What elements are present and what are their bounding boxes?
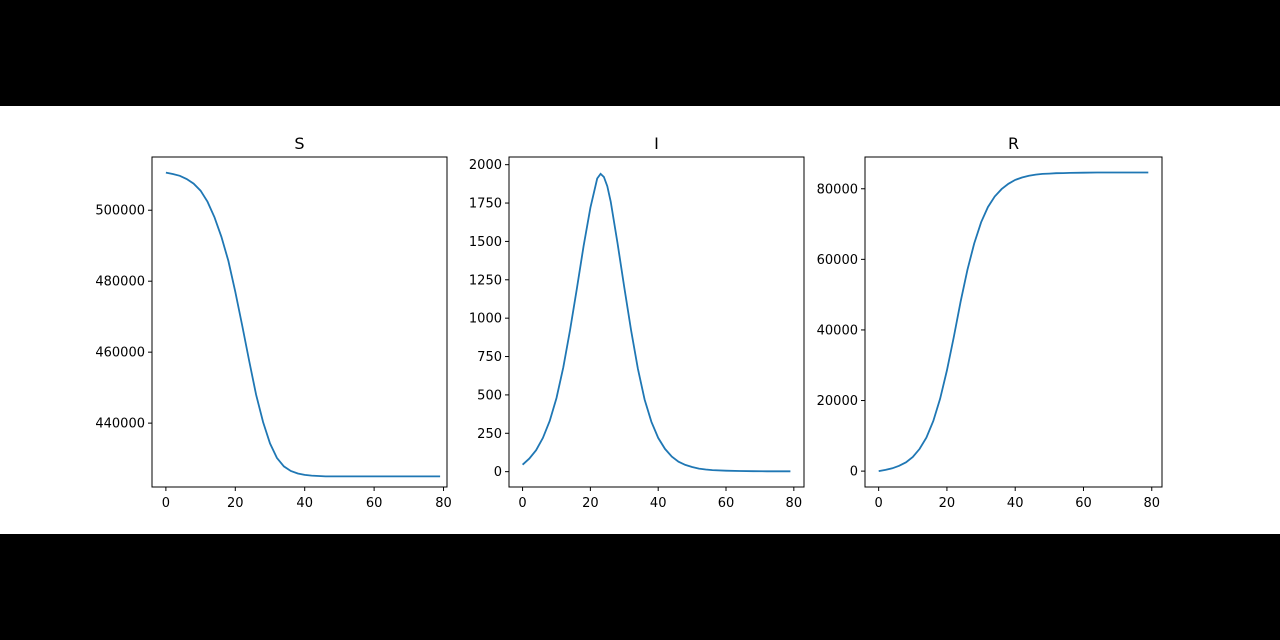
y-tick-label: 1500 [469, 235, 502, 250]
y-tick-label: 60000 [817, 253, 858, 268]
axes-frame [508, 156, 805, 488]
tick-group: 0 20 40 60 80 0 250 500 750 1000 1250 1500 1750 2000 [469, 158, 802, 511]
axes-frame [864, 156, 1163, 488]
x-tick-label: 20 [582, 496, 599, 511]
x-tick-label: 0 [162, 496, 170, 511]
x-tick-label: 20 [939, 496, 956, 511]
subplot-title: S [294, 134, 304, 153]
subplot-i: I 0 20 40 60 80 0 250 500 750 1000 1250 1500 1750 200… [469, 134, 805, 511]
series-line [878, 171, 1149, 472]
y-tick-label: 250 [477, 427, 502, 442]
bottom-black-band [0, 534, 1280, 640]
x-tick-label: 60 [1075, 496, 1092, 511]
x-tick-label: 40 [296, 496, 313, 511]
series-line [521, 172, 791, 473]
x-tick-label: 60 [718, 496, 735, 511]
subplot-title: I [654, 134, 659, 153]
y-tick-label: 500 [477, 388, 502, 403]
subplot-title: R [1008, 134, 1019, 153]
y-tick-label: 1750 [469, 197, 502, 212]
y-tick-label: 1250 [469, 273, 502, 288]
x-tick-label: 80 [435, 496, 452, 511]
axes-frame [151, 156, 448, 488]
y-tick-label: 440000 [95, 417, 145, 432]
y-tick-label: 460000 [95, 346, 145, 361]
subplot-r: R 0 20 40 60 80 0 20000 40000 60000 80000 [817, 134, 1163, 511]
figure-canvas [0, 106, 1280, 534]
y-tick-label: 750 [477, 350, 502, 365]
y-tick-label: 80000 [817, 182, 858, 197]
x-tick-label: 80 [786, 496, 803, 511]
tick-group: 0 20 40 60 80 440000 460000 480000 500000 [95, 204, 451, 511]
y-tick-label: 1000 [469, 312, 502, 327]
tick-group: 0 20 40 60 80 0 20000 40000 60000 80000 [817, 182, 1160, 511]
x-tick-label: 40 [1007, 496, 1024, 511]
x-tick-label: 20 [227, 496, 244, 511]
y-tick-label: 2000 [469, 158, 502, 173]
x-tick-label: 40 [650, 496, 667, 511]
series-line [165, 171, 441, 478]
y-tick-label: 500000 [95, 204, 145, 219]
x-tick-label: 0 [518, 496, 526, 511]
x-tick-label: 0 [875, 496, 883, 511]
y-tick-label: 0 [850, 465, 858, 480]
top-black-band [0, 0, 1280, 106]
y-tick-label: 40000 [817, 323, 858, 338]
y-tick-label: 0 [494, 465, 502, 480]
x-tick-label: 80 [1143, 496, 1160, 511]
subplot-s: S 0 20 40 60 80 440000 460000 480000 500000 [95, 134, 451, 511]
y-tick-label: 20000 [817, 394, 858, 409]
y-tick-label: 480000 [95, 275, 145, 290]
x-tick-label: 60 [366, 496, 383, 511]
